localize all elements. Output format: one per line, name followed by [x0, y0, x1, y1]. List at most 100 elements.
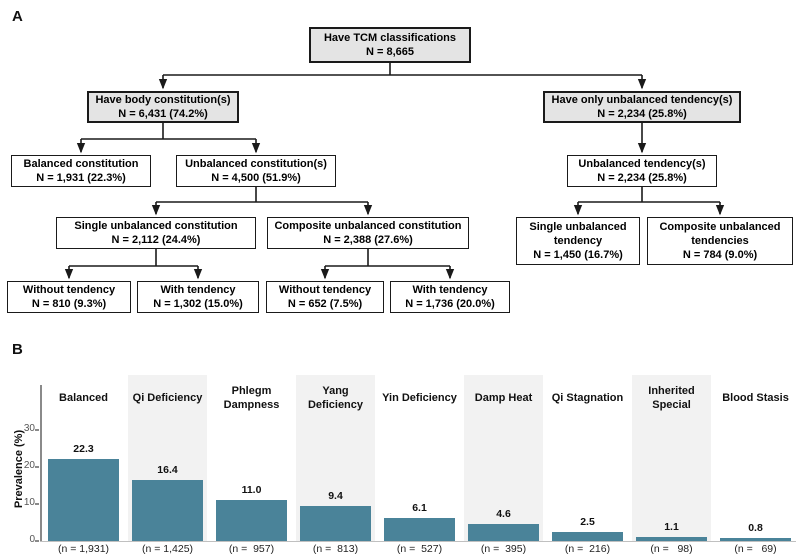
facet-header: Phlegm Dampness: [223, 385, 280, 411]
n-label: (n = 1,931): [57, 543, 110, 554]
flow-node-label: Have TCM classifications: [323, 31, 457, 44]
bar-qi-stagnation: [551, 531, 624, 541]
flow-node-stat: N = 4,500 (51.9%): [211, 172, 301, 184]
y-axis-line: [40, 385, 42, 541]
flow-node-without-tendency-composite: Without tendency N = 652 (7.5%): [266, 281, 384, 313]
y-tick-label-10: 10: [23, 497, 35, 508]
facet-qi-deficiency: Qi Deficiency 16.4: [128, 375, 207, 541]
flow-node-label: Without tendency: [278, 283, 372, 296]
flow-node-stat: N = 1,736 (20.0%): [405, 298, 495, 310]
facet-blood-stasis: Blood Stasis 0.8: [716, 375, 795, 541]
flow-node-stat: N = 2,388 (27.6%): [323, 234, 413, 246]
bar-balanced: [47, 458, 120, 541]
bar-blood-stasis: [719, 538, 792, 541]
flow-node-label: Single unbalanced constitution: [74, 219, 238, 232]
bar-phlegm-dampness: [215, 500, 288, 541]
facet-yin-deficiency: Yin Deficiency 6.1: [380, 375, 459, 541]
flow-node-label: Unbalanced constitution(s): [185, 157, 327, 170]
flow-node-label: With tendency: [412, 283, 488, 296]
facet-header: Qi Deficiency: [132, 392, 203, 405]
flow-node-label: Single unbalanced tendency: [529, 220, 627, 247]
n-label: (n = 69): [734, 543, 777, 554]
panel-a-label: A: [12, 8, 23, 25]
n-label: (n = 1,425): [141, 543, 194, 554]
flow-node-stat: N = 652 (7.5%): [287, 298, 363, 310]
flow-node-stat: N = 6,431 (74.2%): [118, 108, 208, 120]
bar-value-label: 9.4: [328, 490, 343, 503]
bar-value-label: 2.5: [580, 515, 595, 528]
facet-balanced: Balanced 22.3: [44, 375, 123, 541]
facet-qi-stagnation: Qi Stagnation 2.5: [548, 375, 627, 541]
y-tick-mark: [35, 429, 39, 431]
sample-size-row: (n = 1,931) (n = 1,425) (n = 957) (n = 8…: [44, 543, 795, 554]
n-label: (n = 216): [564, 543, 611, 554]
flow-node-stat: N = 1,450 (16.7%): [533, 249, 623, 262]
flow-node-stat: N = 2,234 (25.8%): [597, 172, 687, 184]
flow-node-stat: N = 2,234 (25.8%): [597, 108, 687, 120]
n-label: (n = 98): [650, 543, 693, 554]
flow-node-single-unbalanced-tendency: Single unbalanced tendency N = 1,450 (16…: [516, 217, 640, 265]
flow-node-stat: N = 810 (9.3%): [31, 298, 107, 310]
flow-node-have-only-unbalanced-tendencys: Have only unbalanced tendency(s) N = 2,2…: [543, 91, 741, 123]
flow-node-label: Have only unbalanced tendency(s): [551, 93, 733, 106]
bar-qi-deficiency: [131, 480, 204, 541]
flow-node-label: Composite unbalanced tendencies: [659, 220, 781, 247]
flow-node-without-tendency-single: Without tendency N = 810 (9.3%): [7, 281, 131, 313]
n-label: (n = 813): [312, 543, 359, 554]
flow-node-label: Composite unbalanced constitution: [274, 219, 462, 232]
facet-header: Qi Stagnation: [551, 392, 624, 405]
flow-node-unbalanced-constitutions: Unbalanced constitution(s) N = 4,500 (51…: [176, 155, 336, 187]
y-tick-label-30: 30: [23, 423, 35, 434]
n-label: (n = 527): [396, 543, 443, 554]
flow-node-balanced-constitution: Balanced constitution N = 1,931 (22.3%): [11, 155, 151, 187]
flow-node-composite-unbalanced-tendencies: Composite unbalanced tendencies N = 784 …: [647, 217, 793, 265]
facet-header: Balanced: [59, 392, 108, 405]
bar-value-label: 4.6: [496, 507, 511, 520]
facet-yang-deficiency: Yang Deficiency 9.4: [296, 375, 375, 541]
flow-node-label: Unbalanced tendency(s): [578, 157, 706, 170]
bar-yang-deficiency: [299, 506, 372, 541]
x-axis-line: [40, 541, 796, 542]
y-tick-label-20: 20: [23, 460, 35, 471]
flow-node-have-tcm-classifications: Have TCM classifications N = 8,665: [309, 27, 471, 63]
flow-node-stat: N = 8,665: [365, 46, 414, 58]
flow-node-stat: N = 784 (9.0%): [682, 249, 758, 262]
bar-value-label: 1.1: [664, 520, 679, 533]
flow-node-stat: N = 1,931 (22.3%): [36, 172, 126, 184]
panel-b-label: B: [12, 341, 23, 358]
y-tick-mark: [35, 466, 39, 468]
facet-header: Yang Deficiency: [307, 385, 364, 411]
flow-node-label: With tendency: [160, 283, 236, 296]
flow-node-stat: N = 1,302 (15.0%): [153, 298, 243, 310]
y-tick-mark: [35, 503, 39, 505]
facet-inherited-special: Inherited Special 1.1: [632, 375, 711, 541]
flow-node-label: Balanced constitution: [23, 157, 139, 170]
bar-damp-heat: [467, 523, 540, 541]
flow-node-with-tendency-single: With tendency N = 1,302 (15.0%): [137, 281, 259, 313]
facet-phlegm-dampness: Phlegm Dampness 11.0: [212, 375, 291, 541]
facet-header: Yin Deficiency: [382, 392, 457, 405]
bar-inherited-special: [635, 536, 708, 541]
facet-header: Blood Stasis: [722, 392, 789, 405]
facet-row: Balanced 22.3 Qi Deficiency 16.4 Phlegm …: [44, 375, 795, 541]
flow-node-stat: N = 2,112 (24.4%): [111, 234, 201, 246]
flow-node-have-body-constitutions: Have body constitution(s) N = 6,431 (74.…: [87, 91, 239, 123]
flowchart-connectors: [64, 63, 725, 280]
flow-node-with-tendency-composite: With tendency N = 1,736 (20.0%): [390, 281, 510, 313]
flow-node-label: Without tendency: [22, 283, 116, 296]
bar-value-label: 0.8: [748, 522, 763, 535]
bar-value-label: 6.1: [412, 502, 427, 515]
n-label: (n = 957): [228, 543, 275, 554]
bar-yin-deficiency: [383, 518, 456, 541]
flow-node-single-unbalanced-constitution: Single unbalanced constitution N = 2,112…: [56, 217, 256, 249]
facet-damp-heat: Damp Heat 4.6: [464, 375, 543, 541]
bar-value-label: 22.3: [73, 442, 94, 455]
n-label: (n = 395): [480, 543, 527, 554]
y-tick-mark: [35, 540, 39, 542]
bar-value-label: 11.0: [241, 484, 262, 497]
y-tick-label-0: 0: [29, 534, 35, 545]
flow-node-composite-unbalanced-constitution: Composite unbalanced constitution N = 2,…: [267, 217, 469, 249]
facet-header: Inherited Special: [648, 385, 695, 411]
flow-node-label: Have body constitution(s): [95, 93, 231, 106]
